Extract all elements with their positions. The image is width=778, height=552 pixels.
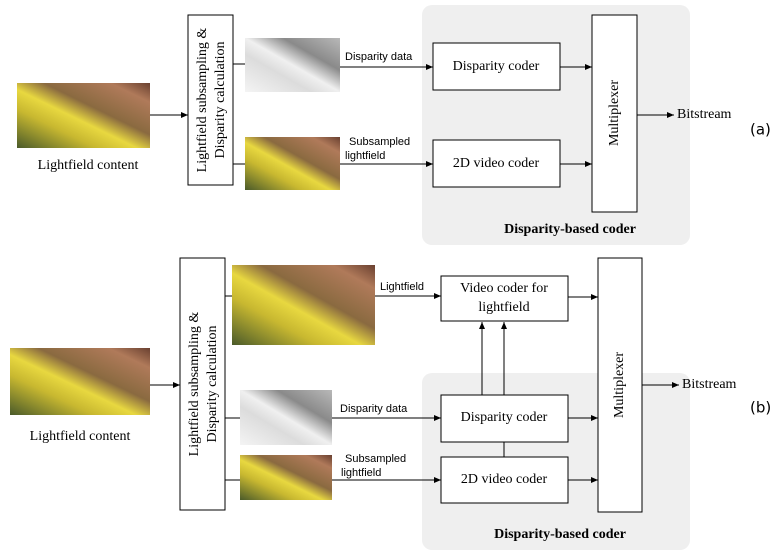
edge-label: Subsampled xyxy=(349,136,410,148)
lightfield-image xyxy=(17,83,150,148)
preprocess-label: Disparity calculation xyxy=(213,41,228,158)
edge-label: Subsampled xyxy=(345,453,406,465)
subsampled-image xyxy=(240,455,332,500)
box-label: Video coder for xyxy=(460,281,548,296)
edge-label: lightfield xyxy=(341,467,381,479)
group-label: Disparity-based coder xyxy=(494,527,626,542)
diagram: Lightfield content Lightfield subsamplin… xyxy=(0,0,778,552)
box-label: 2D video coder xyxy=(461,472,548,487)
lightfield-image xyxy=(232,265,375,345)
box-label: Multiplexer xyxy=(612,352,627,418)
preprocess-label: Lightfield subsampling & xyxy=(195,28,210,173)
preprocess-label: Disparity calculation xyxy=(205,325,220,442)
output-label: Bitstream xyxy=(682,377,737,392)
edge-label: Disparity data xyxy=(345,51,413,63)
coder-group xyxy=(422,5,690,245)
box-label: Multiplexer xyxy=(607,80,622,146)
box-label: Disparity coder xyxy=(461,410,548,425)
subsampled-image xyxy=(245,137,340,190)
tag: (a) xyxy=(750,121,771,139)
edge-label: Disparity data xyxy=(340,403,408,415)
group-label: Disparity-based coder xyxy=(504,222,636,237)
box-label: 2D video coder xyxy=(453,156,540,171)
tag: (b) xyxy=(750,399,771,417)
box-label: lightfield xyxy=(478,300,529,315)
edge-label: lightfield xyxy=(345,150,385,162)
edge-label: Lightfield xyxy=(380,281,424,293)
output-label: Bitstream xyxy=(677,107,732,122)
disparity-image xyxy=(240,390,332,445)
source-label: Lightfield content xyxy=(38,158,139,173)
source-label: Lightfield content xyxy=(30,429,131,444)
box-label: Disparity coder xyxy=(453,59,540,74)
lightfield-image xyxy=(10,348,150,415)
preprocess-label: Lightfield subsampling & xyxy=(187,312,202,457)
disparity-image xyxy=(245,38,340,92)
